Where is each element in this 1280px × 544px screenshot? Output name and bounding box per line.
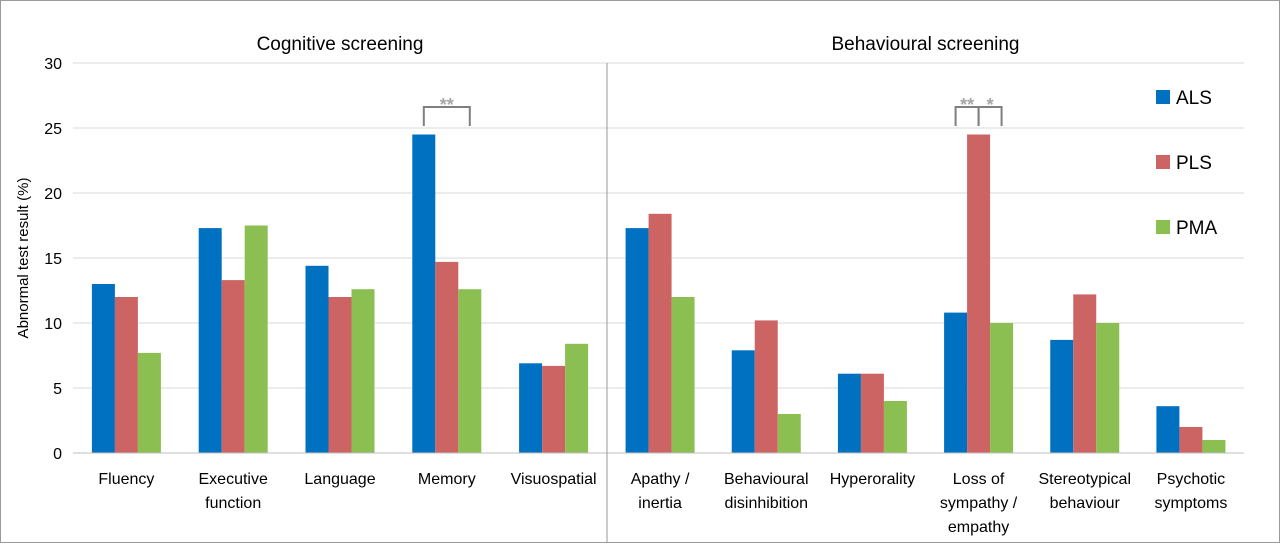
- y-tick-label: 20: [44, 186, 62, 203]
- y-tick-label: 25: [44, 121, 62, 138]
- x-category-label: Psychotic symptoms: [1154, 471, 1227, 512]
- panel-title: Behavioural screening: [831, 34, 1019, 55]
- bar-pls: [860, 373, 884, 453]
- significance-label: **: [960, 95, 974, 115]
- x-category-label: Apathy / inertia: [631, 471, 690, 512]
- bar-pma: [137, 352, 161, 453]
- bar-pma: [351, 289, 375, 453]
- bar-pma: [1202, 440, 1226, 453]
- y-tick-label: 0: [53, 446, 62, 463]
- bar-als: [305, 265, 329, 453]
- legend-swatch-als: [1156, 90, 1170, 104]
- legend-label: ALS: [1176, 88, 1212, 109]
- y-axis-label: Abnormal test result (%): [15, 178, 32, 339]
- x-category-label: Fluency: [98, 471, 154, 488]
- x-category-label: Memory: [418, 471, 476, 488]
- bar-als: [1050, 339, 1074, 453]
- legend-label: PLS: [1176, 153, 1212, 174]
- bar-pma: [244, 225, 268, 453]
- bar-pma: [1096, 323, 1120, 453]
- significance-bracket: [422, 106, 471, 126]
- bar-pma: [883, 401, 907, 453]
- bar-pma: [671, 297, 695, 453]
- x-category-label: Hyperorality: [830, 471, 915, 488]
- bar-pma: [565, 343, 589, 453]
- y-tick-label: 5: [53, 381, 62, 398]
- y-tick-label: 15: [44, 251, 62, 268]
- bar-pls: [1179, 427, 1203, 453]
- panel-title: Cognitive screening: [257, 34, 424, 55]
- x-category-label: Stereotypical behaviour: [1039, 471, 1132, 512]
- bar-als: [837, 373, 861, 453]
- bar-pls: [967, 134, 991, 453]
- x-category-label: Loss of sympathy / empathy: [940, 471, 1018, 536]
- bar-pls: [328, 297, 352, 453]
- bar-pls: [114, 297, 138, 453]
- bar-pls: [1073, 294, 1097, 453]
- bar-pma: [990, 323, 1014, 453]
- bar-pma: [777, 414, 801, 453]
- bar-pls: [754, 320, 778, 453]
- legend-swatch-pls: [1156, 155, 1170, 169]
- bar-als: [731, 350, 755, 453]
- x-category-label: Behavioural disinhibition: [724, 471, 809, 512]
- legend-swatch-pma: [1156, 220, 1170, 234]
- bar-pls: [648, 213, 672, 453]
- bar-pma: [458, 289, 482, 453]
- bar-als: [944, 312, 968, 453]
- bar-als: [519, 363, 543, 453]
- y-tick-label: 10: [44, 316, 62, 333]
- bar-als: [1156, 406, 1180, 453]
- x-category-label: Visuospatial: [511, 471, 597, 488]
- x-category-label: Executive function: [199, 471, 268, 512]
- y-tick-label: 30: [44, 56, 62, 73]
- significance-label: *: [987, 95, 994, 115]
- significance-bracket: [977, 106, 1003, 126]
- bar-pls: [435, 261, 459, 453]
- x-category-label: Language: [304, 471, 375, 488]
- legend-label: PMA: [1176, 218, 1218, 239]
- bar-pls: [542, 365, 566, 453]
- significance-label: **: [440, 95, 454, 115]
- bar-als: [91, 284, 115, 453]
- bar-als: [198, 228, 222, 453]
- bar-pls: [221, 280, 245, 453]
- bar-als: [412, 134, 436, 453]
- bar-als: [625, 228, 649, 453]
